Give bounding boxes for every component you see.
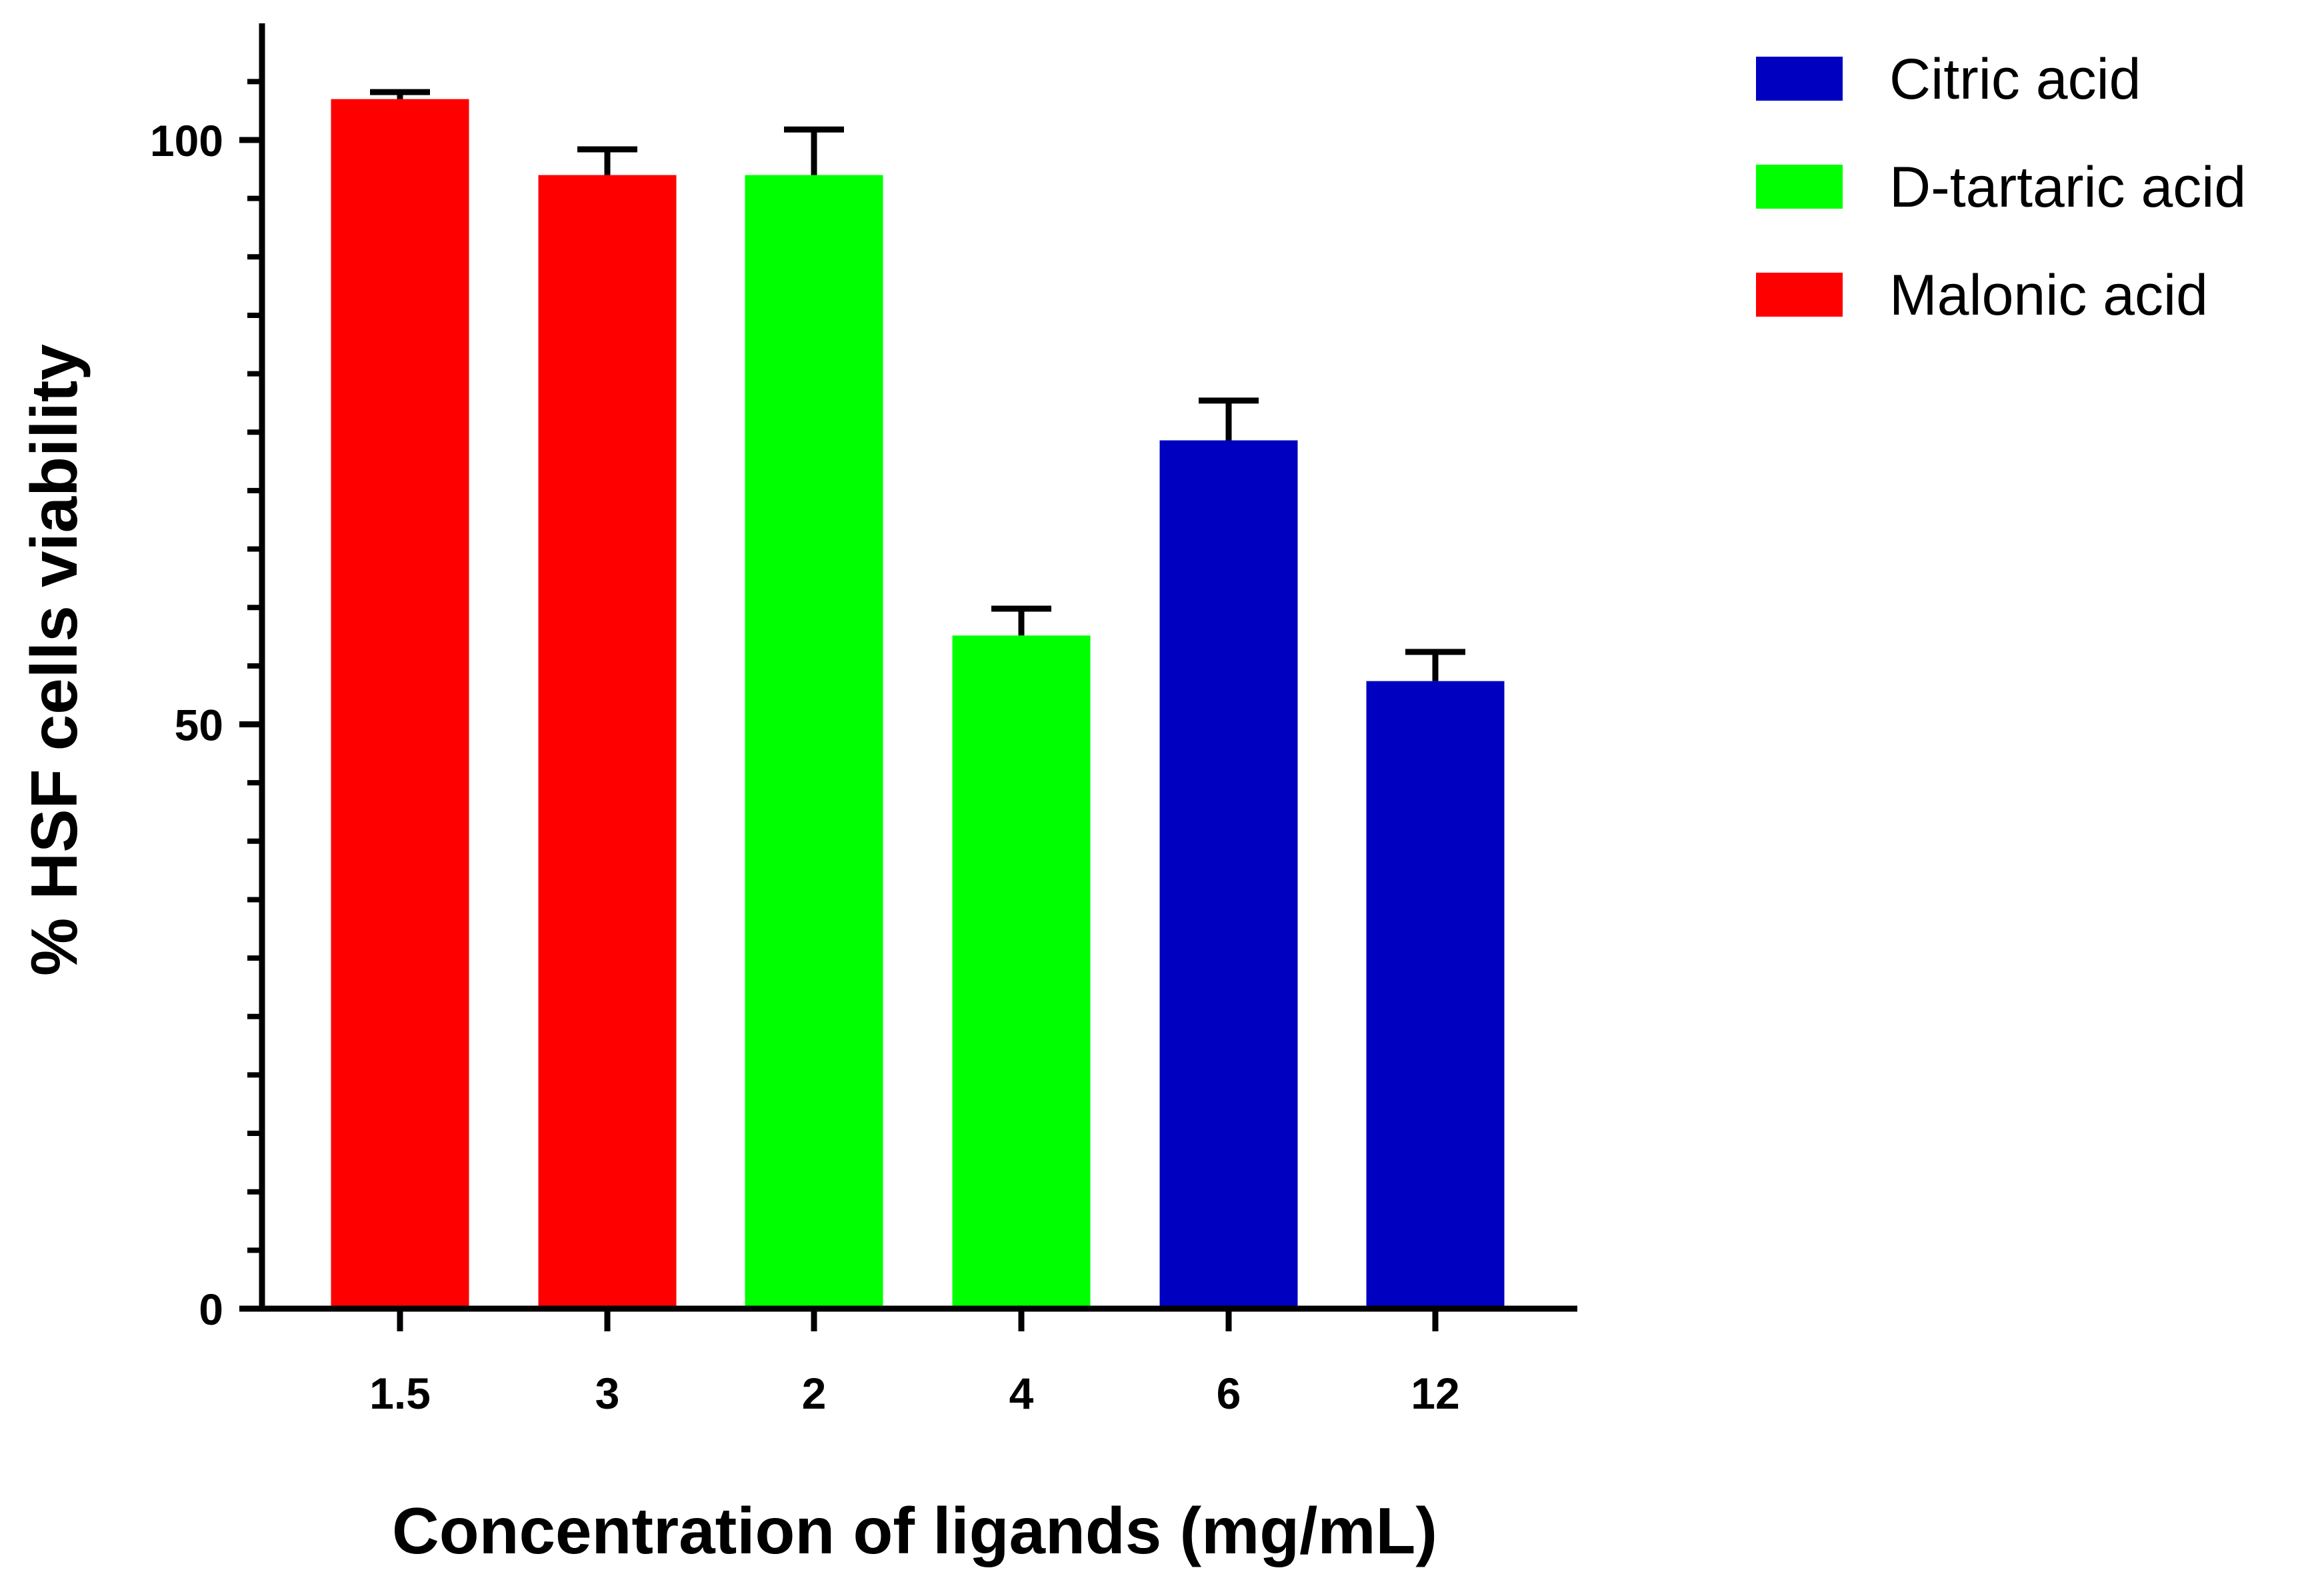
tick-labels-layer: 0 50 100 1.5 3 2 4 6 12 xyxy=(150,116,1460,1418)
bar-malonic-acid-3 xyxy=(538,175,677,1309)
bars-layer xyxy=(331,99,1505,1309)
x-tick-label: 2 xyxy=(802,1369,827,1418)
y-tick-label: 100 xyxy=(150,116,223,165)
x-tick-label: 12 xyxy=(1411,1369,1459,1418)
bar-citric-acid-6 xyxy=(1159,440,1298,1309)
x-tick-label: 1.5 xyxy=(369,1369,431,1418)
legend-swatch xyxy=(1756,273,1843,317)
x-tick-label: 4 xyxy=(1009,1369,1034,1418)
legend-swatch xyxy=(1756,57,1843,101)
legend-label: D-tartaric acid xyxy=(1889,155,2246,219)
x-axis-title: Concentration of ligands (mg/mL) xyxy=(392,1494,1437,1567)
y-tick-label: 0 xyxy=(199,1285,223,1334)
bar-d-tartaric-acid-4 xyxy=(952,635,1091,1309)
x-tick-label: 3 xyxy=(595,1369,620,1418)
x-tick-label: 6 xyxy=(1217,1369,1241,1418)
ticks-layer xyxy=(239,79,1439,1331)
bar-citric-acid-12 xyxy=(1366,681,1505,1309)
legend: Citric acid D-tartaric acid Malonic acid xyxy=(1756,47,2246,327)
legend-label: Citric acid xyxy=(1889,47,2141,111)
y-tick-label: 50 xyxy=(175,701,223,750)
legend-swatch xyxy=(1756,165,1843,209)
bar-malonic-acid-1_5 xyxy=(331,99,469,1309)
error-bars-layer xyxy=(370,89,1465,681)
legend-label: Malonic acid xyxy=(1889,263,2208,327)
y-axis-title: % HSF cells viability xyxy=(17,344,91,976)
bar-d-tartaric-acid-2 xyxy=(745,175,883,1309)
